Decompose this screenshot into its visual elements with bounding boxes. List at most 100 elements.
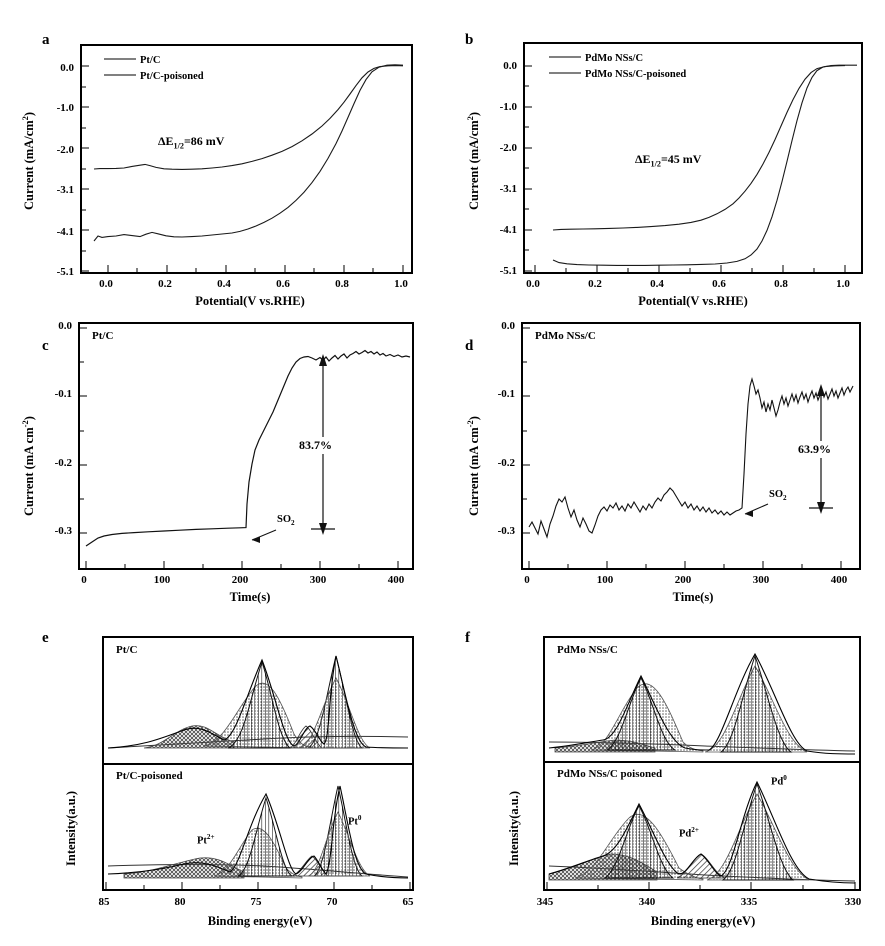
panel-e-bottom-title: Pt/C-poisoned [116,770,183,782]
panel-a-ylabel-text: Current (mA/cm [22,120,36,210]
panel-f-plot-svg [545,638,859,889]
panel-d-ytick-0: 0.0 [477,320,515,332]
panel-d-so2-pre: SO [769,489,783,500]
panel-e-top-spectrum [108,656,408,748]
panel-b-xtick-3: 0.6 [712,278,726,290]
panel-f-peak-label-pd2plus: Pd2+ [679,826,699,840]
panel-a-ylabel-close: ) [22,112,36,116]
panel-a-anno-pre: ΔE [158,134,174,148]
panel-b-ytick-3: -3.1 [481,183,517,195]
panel-a-anno-post: =86 mV [184,134,225,148]
panel-e-letter: e [42,630,49,647]
panel-e-peak-label-pt2plus: Pt2+ [197,833,215,847]
panel-a-ylabel-sup: 2 [20,116,30,120]
panel-d-curve [529,379,853,537]
panel-c-xlabel: Time(s) [160,590,340,605]
panel-f-xtick-2: 335 [741,896,758,908]
panel-c-curve [86,351,410,547]
panel-c-drop-label: 83.7% [296,437,335,454]
panel-e: e Intensity(a.u.) [0,616,442,946]
panel-e-ylabel: Intensity(a.u.) [64,791,79,866]
panel-c: c Current (mA cm-2) 0.0 -0.1 -0.2 -0.3 [0,316,442,616]
panel-b-ytick-5: -5.1 [481,265,517,277]
panel-d-so2-sub: 2 [783,494,787,502]
panel-c-letter: c [42,338,49,355]
panel-f-peak1-sup: 2+ [691,826,699,834]
panel-d-so2-label: SO2 [769,489,787,502]
panel-c-ytick-0: 0.0 [34,320,72,332]
panel-e-xlabel: Binding energy(eV) [160,914,360,929]
panel-d-xtick-3: 300 [753,574,770,586]
panel-b-ytick-2: -2.0 [481,142,517,154]
panel-c-ytick-1: -0.1 [34,388,72,400]
panel-d-ylabel-close: ) [467,416,481,420]
panel-c-xtick-3: 300 [310,574,327,586]
panel-a: a Current (mA/cm2) 0.0 -1.0 -2.0 -3.1 -4… [0,0,442,316]
panel-d: d Current (mA cm-2) 0.0 -0.1 -0.2 -0.3 [443,316,885,616]
panel-d-xtick-1: 100 [597,574,614,586]
panel-c-so2-arrow [252,530,276,543]
panel-c-xtick-0: 0 [81,574,87,586]
panel-c-ytick-2: -0.2 [34,457,72,469]
panel-a-legend-label-0: Pt/C [140,55,160,66]
panel-c-plot-svg [80,324,412,568]
panel-b-xlabel: Potential(V vs.RHE) [593,294,793,309]
panel-e-peak1-base: Pt [197,836,207,847]
panel-f-bottom-title: PdMo NSs/C poisoned [557,768,662,780]
panel-e-peak2-base: Pt [348,817,358,828]
panel-b-ylabel: Current (mA/cm2) [465,112,482,210]
panel-a-xtick-4: 0.8 [335,278,349,290]
panel-a-ytick-0: 0.0 [38,62,74,74]
panel-a-legend: Pt/C Pt/C-poisoned [102,50,252,86]
panel-d-ytick-1: -0.1 [477,388,515,400]
panel-b-ytick-0: 0.0 [481,60,517,72]
panel-e-top-title: Pt/C [116,644,137,656]
panel-a-halfwave-annotation: ΔE1/2=86 mV [158,134,224,150]
panel-c-plot-frame: Pt/C SO2 83.7% [78,322,414,570]
panel-d-xtick-4: 400 [831,574,848,586]
panel-d-ylabel-text: Current (mA cm [467,427,481,516]
panel-a-legend-label-1: Pt/C-poisoned [140,71,204,82]
panel-a-xtick-0: 0.0 [99,278,113,290]
panel-f-plot-frame: PdMo NSs/C PdMo NSs/C poisoned Pd2+ Pd0 [543,636,861,891]
panel-d-plot-frame: PdMo NSs/C SO2 63.9% [521,322,861,570]
panel-f-xtick-1: 340 [639,896,656,908]
panel-c-so2-sub: 2 [291,519,295,527]
panel-e-plot-svg [104,638,412,889]
panel-d-xtick-0: 0 [524,574,530,586]
panel-f-xtick-0: 345 [537,896,554,908]
panel-b-ylabel-text: Current (mA/cm [467,120,481,210]
panel-c-so2-label: SO2 [277,514,295,527]
panel-c-ytick-3: -0.3 [34,525,72,537]
panel-a-xtick-1: 0.2 [158,278,172,290]
panel-b-xtick-5: 1.0 [836,278,850,290]
panel-c-title: Pt/C [92,330,113,342]
panel-a-xlabel: Potential(V vs.RHE) [150,294,350,309]
panel-a-ytick-2: -2.0 [38,144,74,156]
panel-b-ylabel-sup: 2 [465,116,475,120]
panel-a-plot-frame: Pt/C Pt/C-poisoned ΔE1/2=86 mV [80,44,413,274]
panel-b-letter: b [465,32,473,49]
panel-b-halfwave-annotation: ΔE1/2=45 mV [635,152,701,168]
panel-c-xtick-2: 200 [232,574,249,586]
panel-b-anno-post: =45 mV [661,152,702,166]
panel-e-peak-label-pt0: Pt0 [348,814,361,828]
panel-a-ytick-3: -3.1 [38,184,74,196]
panel-c-xtick-1: 100 [154,574,171,586]
panel-d-ylabel-sup: -2 [465,420,475,427]
panel-e-xtick-4: 65 [403,896,414,908]
panel-d-drop-label: 63.9% [795,441,834,458]
panel-a-letter: a [42,32,50,49]
panel-b-ytick-1: -1.0 [481,101,517,113]
panel-f-xlabel: Binding energy(eV) [603,914,803,929]
panel-e-xtick-2: 75 [251,896,262,908]
panel-b-ytick-4: -4.1 [481,224,517,236]
panel-d-letter: d [465,338,473,355]
panel-a-xtick-5: 1.0 [394,278,408,290]
panel-a-ytick-1: -1.0 [38,102,74,114]
panel-e-peak1-sup: 2+ [207,833,215,841]
panel-e-xtick-3: 70 [327,896,338,908]
panel-e-peak2-sup: 0 [358,814,362,822]
panel-b-curve-poisoned [553,66,845,230]
panel-b-legend-label-1: PdMo NSs/C-poisoned [585,69,686,80]
